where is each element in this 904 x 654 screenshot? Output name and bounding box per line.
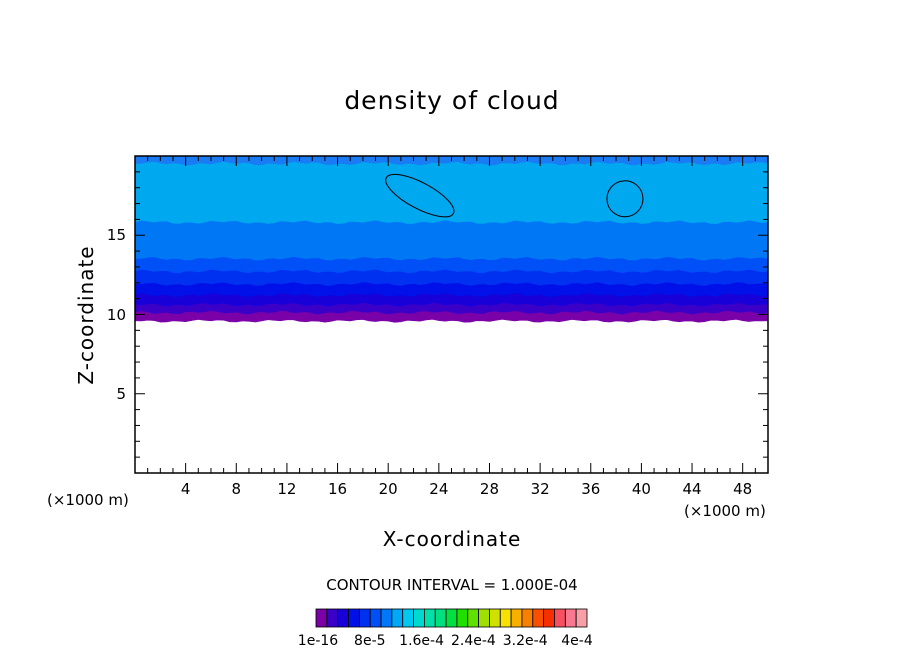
y-tick-label: 5 (116, 384, 126, 403)
x-tick-label: 20 (378, 480, 398, 498)
colorbar-swatch (467, 608, 480, 628)
contour-lines (385, 173, 644, 218)
x-axis-ticks (147, 156, 756, 473)
colorbar-tick-label: 8e-5 (354, 633, 386, 649)
colorbar-swatch (402, 608, 414, 628)
x-axis-label: X-coordinate (382, 527, 522, 551)
colorbar-swatch (369, 608, 382, 628)
colorbar-swatch (478, 608, 490, 628)
colorbar-swatch (413, 608, 425, 628)
x-tick-label: 24 (429, 480, 449, 498)
chart-title: density of cloud (344, 86, 560, 115)
density-band (134, 220, 769, 262)
colorbar-swatch (575, 608, 588, 628)
colorbar-swatch (445, 608, 458, 628)
colorbar-swatch (510, 608, 523, 628)
colorbar-swatch (564, 608, 577, 628)
colorbar-tick-label: 4e-4 (561, 633, 593, 649)
colorbar-swatch (499, 608, 512, 628)
colorbar-swatch (423, 608, 436, 628)
x-tick-label: 8 (231, 480, 242, 498)
colorbar-swatch (315, 608, 328, 628)
colorbar-swatch (326, 608, 339, 628)
colorbar-swatch (543, 608, 555, 628)
colorbar-swatch (456, 608, 469, 628)
density-bands (134, 155, 769, 323)
colorbar-swatch (358, 608, 371, 628)
colorbar-swatch (348, 608, 360, 628)
x-tick-label: 32 (530, 480, 550, 498)
x-tick-label: 16 (328, 480, 348, 498)
x-tick-label: 28 (479, 480, 500, 498)
y-axis-ticks (135, 171, 768, 458)
colorbar-swatch (380, 608, 393, 628)
x-tick-label: 12 (277, 480, 297, 498)
colorbar-tick-label: 2.4e-4 (450, 633, 496, 649)
x-tick-label: 48 (733, 480, 753, 498)
colorbar-swatch (554, 608, 566, 628)
colorbar-swatch (521, 608, 534, 628)
colorbar (315, 608, 588, 628)
contour-interval-label: CONTOUR INTERVAL = 1.000E-04 (326, 576, 578, 594)
colorbar-tick-label: 3.2e-4 (502, 633, 548, 649)
x-tick-label: 36 (581, 480, 601, 498)
colorbar-tick-label: 1.6e-4 (399, 633, 445, 649)
x-tick-label: 40 (631, 480, 651, 498)
colorbar-swatch (532, 608, 545, 628)
contour-line (385, 173, 455, 218)
x-axis-unit: (×1000 m) (684, 502, 766, 520)
x-tick-label: 44 (682, 480, 702, 498)
x-tick-label: 4 (180, 480, 191, 498)
contour-line (606, 180, 644, 218)
y-axis-label: Z-coordinate (74, 245, 98, 385)
colorbar-swatch (391, 608, 404, 628)
y-axis-unit: (×1000 m) (47, 491, 129, 509)
colorbar-tick-label: 1e-16 (297, 633, 339, 649)
y-tick-label: 10 (106, 305, 126, 324)
colorbar-swatch (434, 608, 447, 628)
colorbar-swatch (489, 608, 501, 628)
colorbar-swatch (337, 608, 349, 628)
y-tick-label: 15 (106, 226, 126, 245)
